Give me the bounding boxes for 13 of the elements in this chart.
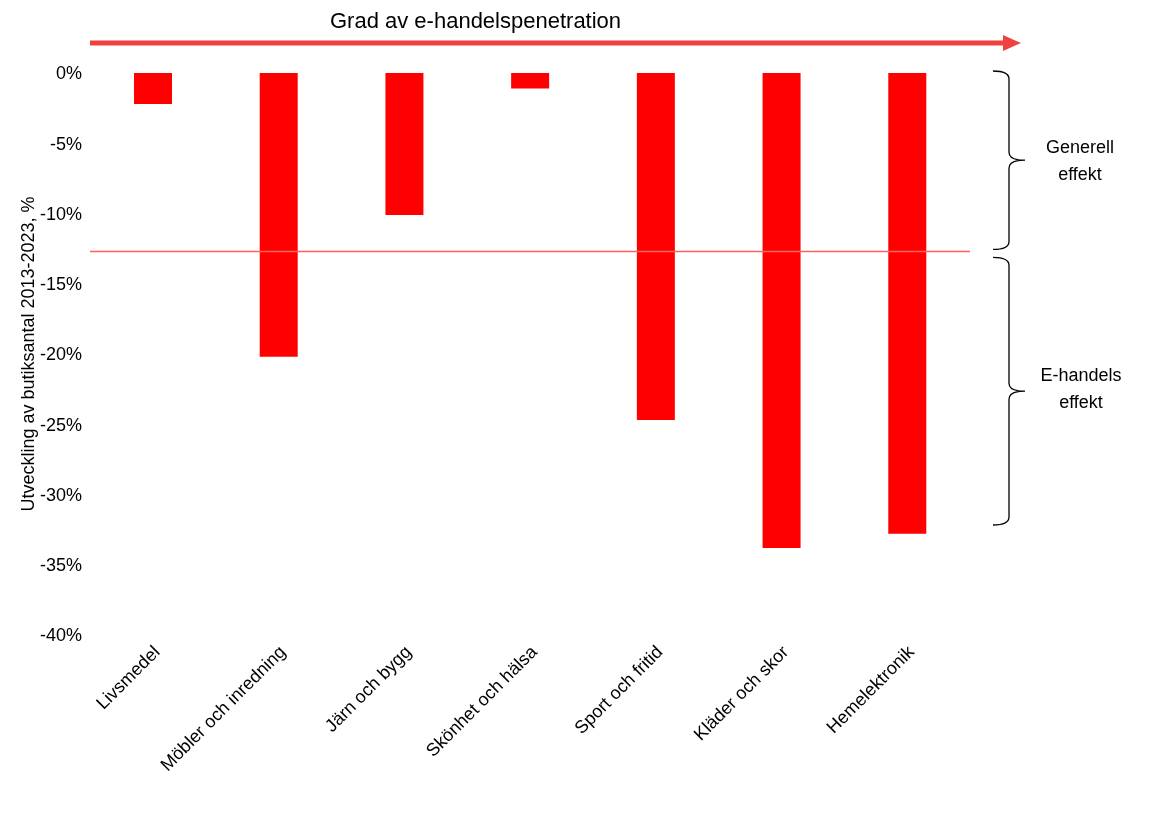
- y-tick-label: -25%: [39, 414, 82, 435]
- y-tick-label: -40%: [39, 625, 82, 646]
- y-tick-label: -5%: [49, 133, 82, 154]
- y-axis-title: Utveckling av butiksantal 2013-2023, %: [18, 196, 39, 512]
- y-tick-label: -30%: [39, 484, 82, 505]
- y-tick-label: -10%: [39, 203, 82, 224]
- text: E-handels effekt: [1039, 364, 1123, 415]
- y-tick-label: 0%: [55, 63, 82, 84]
- text: Generell effekt: [1044, 136, 1115, 187]
- chart-title: Grad av e-handelspenetration: [330, 8, 622, 34]
- y-tick-label: -15%: [39, 274, 82, 295]
- y-tick-label: -20%: [39, 344, 82, 365]
- y-tick-label: -35%: [39, 555, 82, 576]
